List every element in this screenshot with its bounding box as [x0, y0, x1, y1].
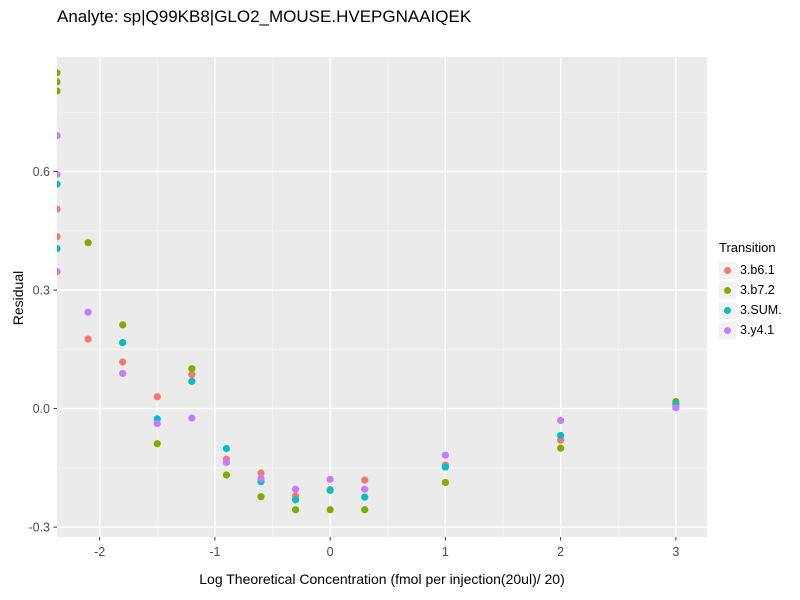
data-point-3.SUM. [291, 496, 300, 504]
x-axis-title: Log Theoretical Concentration (fmol per … [199, 571, 565, 587]
data-point-3.SUM. [441, 463, 449, 471]
data-point-3.y4.1 [57, 170, 61, 178]
legend-key-swatch [719, 281, 736, 299]
legend-item-label: 3.b7.2 [740, 283, 775, 297]
legend-key-swatch [719, 261, 736, 279]
plot-panel [57, 57, 707, 537]
data-point-3.SUM. [361, 493, 369, 501]
legend-dot-icon [724, 266, 731, 274]
data-point-3.b6.1 [153, 393, 161, 401]
y-tick-label: 0.3 [33, 284, 50, 298]
data-point-3.b7.2 [57, 87, 61, 95]
data-point-3.SUM. [57, 245, 61, 253]
legend-dot-icon [724, 326, 731, 334]
data-point-3.b7.2 [557, 444, 565, 452]
data-point-3.b7.2 [361, 506, 369, 514]
x-tick-label: 2 [557, 545, 564, 559]
data-point-3.b7.2 [153, 440, 161, 448]
legend-item-label: 3.SUM. [740, 303, 782, 317]
data-point-3.y4.1 [557, 416, 565, 425]
legend-title: Transition [719, 240, 776, 255]
data-point-3.y4.1 [291, 485, 300, 493]
x-tick-label: -2 [94, 545, 105, 559]
data-point-3.b6.1 [257, 469, 265, 477]
data-point-3.b7.2 [326, 506, 334, 514]
data-point-3.b7.2 [84, 239, 92, 247]
data-point-3.SUM. [188, 377, 196, 385]
data-point-3.SUM. [119, 339, 127, 347]
data-point-3.b6.1 [361, 476, 369, 484]
legend-key-swatch [719, 321, 736, 339]
data-point-3.y4.1 [361, 485, 369, 493]
plot-title: Analyte: sp|Q99KB8|GLO2_MOUSE.HVEPGNAAIQ… [57, 7, 472, 26]
data-point-3.SUM. [326, 486, 334, 494]
legend-item-3.b7.2: 3.b7.2 [719, 280, 799, 300]
legend-items: 3.b6.1 3.b7.2 3.SUM. 3.y4.1 [719, 260, 799, 340]
legend: Transition 3.b6.1 3.b7.2 3.SUM. 3.y4.1 [719, 240, 799, 340]
data-point-3.b7.2 [257, 493, 265, 501]
legend-dot-icon [724, 306, 731, 314]
data-point-3.y4.1 [326, 475, 334, 483]
x-tick-label: 0 [327, 545, 334, 559]
data-point-3.y4.1 [672, 404, 680, 412]
y-tick-label: -0.3 [28, 521, 50, 535]
x-tick-label: -1 [209, 545, 220, 559]
legend-item-3.SUM.: 3.SUM. [719, 300, 799, 320]
legend-item-3.b6.1: 3.b6.1 [719, 260, 799, 280]
data-points [57, 69, 680, 514]
y-tick-label: 0.0 [33, 402, 50, 416]
x-tick-label: 1 [442, 545, 449, 559]
legend-item-3.y4.1: 3.y4.1 [719, 320, 799, 340]
y-tick-label: 0.6 [33, 165, 50, 179]
data-point-3.SUM. [222, 444, 231, 453]
legend-item-label: 3.y4.1 [740, 323, 775, 337]
legend-key-swatch [719, 301, 736, 319]
data-point-3.y4.1 [441, 451, 449, 459]
data-point-3.y4.1 [188, 414, 196, 422]
data-point-3.y4.1 [84, 308, 92, 316]
data-point-3.b6.1 [119, 358, 127, 366]
data-point-3.y4.1 [57, 132, 61, 140]
data-point-3.y4.1 [222, 458, 231, 466]
data-point-3.y4.1 [153, 420, 161, 428]
data-point-3.y4.1 [257, 474, 265, 483]
data-point-3.b7.2 [441, 478, 449, 487]
x-tick-label: 3 [672, 545, 679, 559]
data-point-3.b6.1 [57, 205, 61, 213]
data-point-3.b7.2 [57, 69, 61, 77]
legend-dot-icon [724, 286, 731, 294]
data-point-3.b7.2 [188, 365, 196, 373]
data-point-3.b6.1 [57, 233, 61, 241]
data-point-3.y4.1 [57, 267, 61, 276]
data-point-3.SUM. [57, 180, 61, 188]
data-point-3.b7.2 [57, 78, 61, 86]
data-point-3.SUM. [557, 431, 565, 440]
data-point-3.b6.1 [84, 335, 92, 343]
data-point-3.b7.2 [291, 506, 300, 514]
data-point-3.b6.1 [188, 371, 196, 379]
legend-item-label: 3.b6.1 [740, 263, 775, 277]
data-point-3.y4.1 [119, 369, 127, 378]
y-axis-title: Residual [10, 270, 26, 326]
data-point-3.b7.2 [119, 321, 127, 329]
data-point-3.b7.2 [222, 471, 231, 479]
